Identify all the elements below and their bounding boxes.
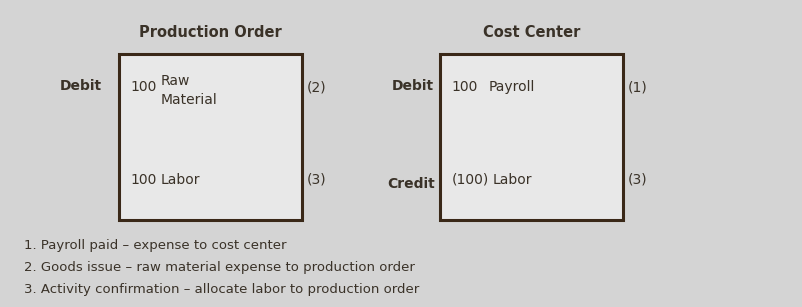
Text: 100: 100 [451, 80, 477, 95]
Text: 2. Goods issue – raw material expense to production order: 2. Goods issue – raw material expense to… [24, 261, 415, 274]
Text: 100: 100 [130, 173, 156, 187]
Text: Credit: Credit [387, 177, 434, 191]
FancyBboxPatch shape [119, 54, 302, 220]
Text: (100): (100) [451, 173, 488, 187]
Text: Labor: Labor [160, 173, 200, 187]
Text: (2): (2) [306, 80, 326, 95]
Text: Material: Material [160, 93, 217, 107]
Text: Debit: Debit [391, 79, 433, 93]
Text: Raw: Raw [160, 74, 190, 88]
Text: (1): (1) [627, 80, 647, 95]
Text: 3. Activity confirmation – allocate labor to production order: 3. Activity confirmation – allocate labo… [24, 283, 419, 296]
FancyBboxPatch shape [439, 54, 622, 220]
Text: Payroll: Payroll [488, 80, 534, 95]
Text: Production Order: Production Order [139, 25, 282, 40]
Text: (3): (3) [627, 173, 646, 187]
Text: Labor: Labor [492, 173, 532, 187]
Text: Debit: Debit [60, 79, 102, 93]
Text: (3): (3) [306, 173, 326, 187]
Text: 1. Payroll paid – expense to cost center: 1. Payroll paid – expense to cost center [24, 239, 286, 252]
Text: Cost Center: Cost Center [482, 25, 580, 40]
Text: 100: 100 [130, 80, 156, 95]
